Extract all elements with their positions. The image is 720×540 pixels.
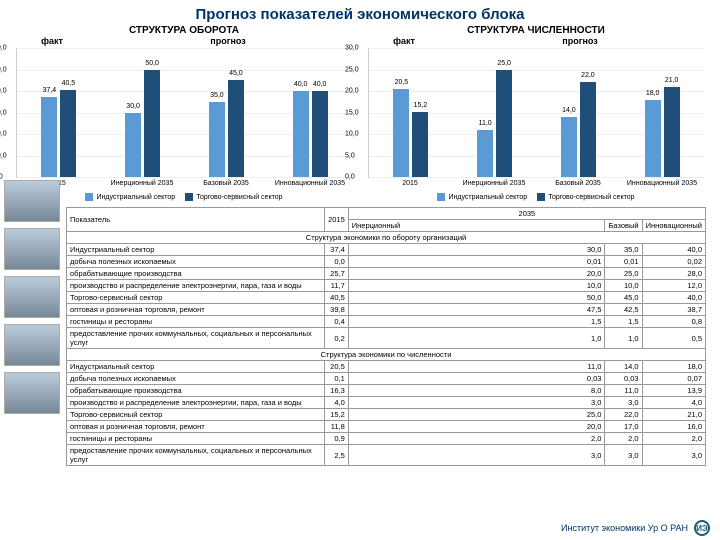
- sidebar-thumbnails: [4, 180, 60, 414]
- chart-chislennost: СТРУКТУРА ЧИСЛЕННОСТИ фактпрогноз 0,05,0…: [360, 25, 712, 207]
- charts-row: СТРУКТУРА ОБОРОТА фактпрогноз 0,010,020,…: [0, 25, 720, 207]
- page-title: Прогноз показателей экономического блока: [0, 0, 720, 25]
- thumb: [4, 180, 60, 222]
- thumb: [4, 372, 60, 414]
- footer: Институт экономики Ур О РАН ИЭ: [561, 520, 710, 536]
- chart-oborot: СТРУКТУРА ОБОРОТА фактпрогноз 0,010,020,…: [8, 25, 360, 207]
- thumb: [4, 228, 60, 270]
- thumb: [4, 276, 60, 318]
- data-table: Показатель20152035ИнерционныйБазовыйИнно…: [0, 207, 720, 466]
- logo-icon: ИЭ: [694, 520, 710, 536]
- thumb: [4, 324, 60, 366]
